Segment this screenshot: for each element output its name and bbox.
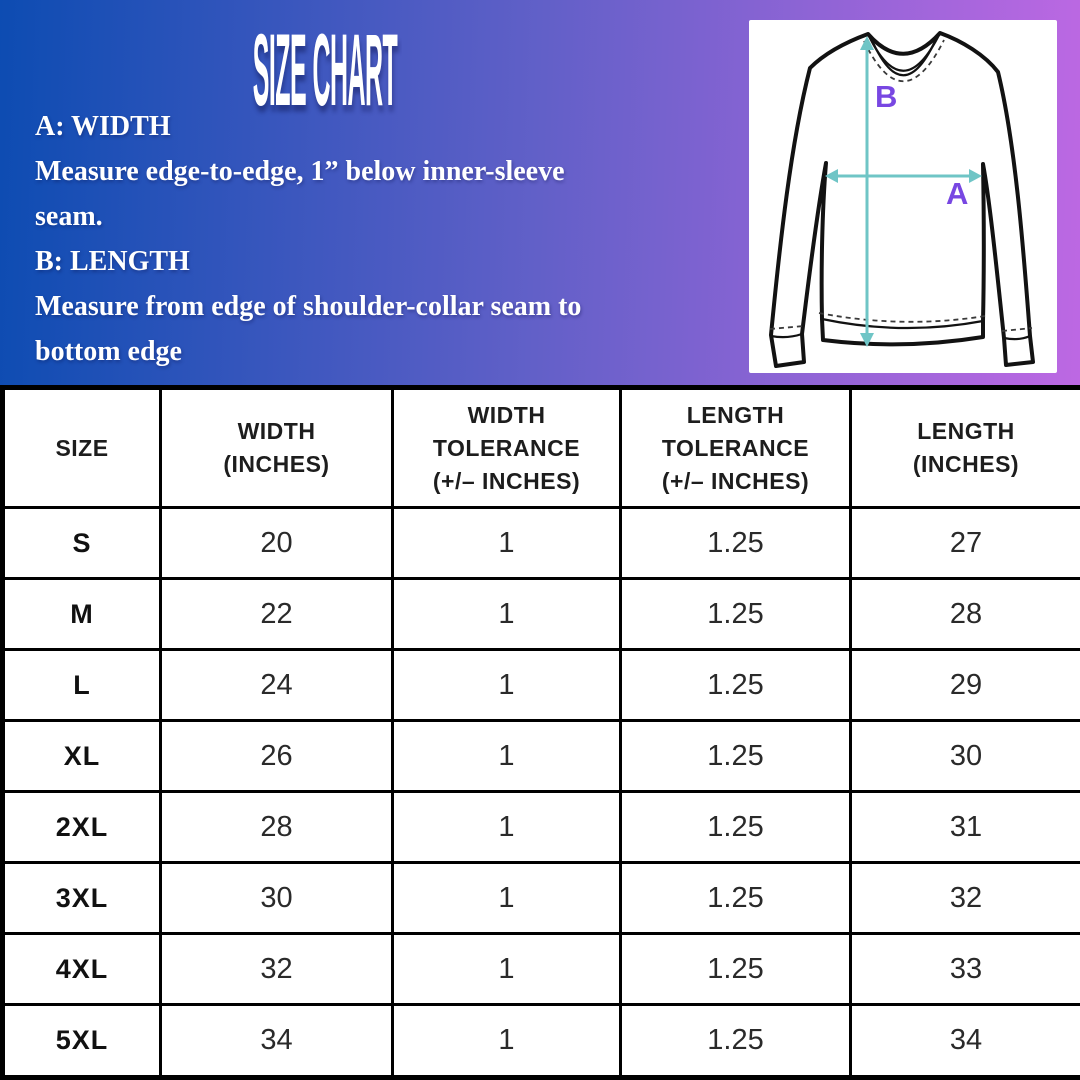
width-value: 30	[159, 861, 394, 935]
size-table: SIZE WIDTH (INCHES) WIDTH TOLERANCE (+/–…	[0, 385, 1080, 1080]
column-header-width-tolerance: WIDTH TOLERANCE (+/– INCHES)	[391, 386, 622, 509]
instruction-line-width-1: Measure edge-to-edge, 1” below inner-sle…	[35, 156, 565, 187]
length-tolerance-value: 1.25	[619, 648, 852, 722]
length-tolerance-value: 1.25	[619, 790, 852, 864]
width-arrow-a-left-head	[825, 169, 838, 183]
measurement-instructions: A: WIDTH Measure edge-to-edge, 1” below …	[35, 104, 725, 374]
width-tolerance-value: 1	[391, 932, 622, 1006]
length-value: 32	[849, 861, 1080, 935]
instruction-line-length-2: bottom edge	[35, 336, 182, 367]
size-label: M	[1, 577, 162, 651]
width-value: 24	[159, 648, 394, 722]
hero-banner: SIZE CHART A: WIDTH Measure edge-to-edge…	[0, 0, 1080, 389]
collar-band-line-2	[869, 36, 939, 77]
sweatshirt-outline	[769, 31, 1035, 368]
instruction-line-length-1: Measure from edge of shoulder-collar sea…	[35, 291, 582, 322]
table-row-xl: XL 26 1 1.25 30	[1, 719, 1080, 793]
length-arrow-b-top-head	[860, 36, 874, 50]
column-header-length-tolerance: LENGTH TOLERANCE (+/– INCHES)	[619, 386, 852, 509]
length-tolerance-value: 1.25	[619, 719, 852, 793]
size-label: XL	[1, 719, 162, 793]
column-header-width: WIDTH (INCHES)	[159, 386, 394, 509]
table-row-s: S 20 1 1.25 27	[1, 506, 1080, 580]
width-value: 22	[159, 577, 394, 651]
sweatshirt-illustration: B A	[769, 31, 1035, 368]
table-row-3xl: 3XL 30 1 1.25 32	[1, 861, 1080, 935]
width-tolerance-value: 1	[391, 719, 622, 793]
length-value: 34	[849, 1003, 1080, 1079]
left-cuff-stitch	[769, 325, 805, 330]
instruction-line-b-heading: B: LENGTH	[35, 246, 190, 277]
size-label: 4XL	[1, 932, 162, 1006]
width-tolerance-value: 1	[391, 506, 622, 580]
size-label: 3XL	[1, 861, 162, 935]
length-value: 28	[849, 577, 1080, 651]
hem-band-line	[821, 317, 984, 330]
width-tolerance-value: 1	[391, 1003, 622, 1079]
table-row-5xl: 5XL 34 1 1.25 34	[1, 1003, 1080, 1079]
size-label: 5XL	[1, 1003, 162, 1079]
length-tolerance-value: 1.25	[619, 861, 852, 935]
collar-stitch-line	[863, 39, 945, 82]
length-value: 27	[849, 506, 1080, 580]
page-title-text: SIZE CHART	[252, 16, 398, 129]
instruction-line-width-2: seam.	[35, 201, 103, 232]
width-tolerance-value: 1	[391, 790, 622, 864]
garment-diagram: B A	[749, 20, 1057, 373]
width-value: 20	[159, 506, 394, 580]
length-tolerance-value: 1.25	[619, 577, 852, 651]
width-arrow-a-right-head	[969, 169, 982, 183]
size-label: L	[1, 648, 162, 722]
length-value: 30	[849, 719, 1080, 793]
table-row-l: L 24 1 1.25 29	[1, 648, 1080, 722]
table-header-row: SIZE WIDTH (INCHES) WIDTH TOLERANCE (+/–…	[1, 386, 1080, 509]
label-b-length: B	[875, 79, 897, 114]
right-cuff-line	[1003, 334, 1031, 341]
length-value: 29	[849, 648, 1080, 722]
width-tolerance-value: 1	[391, 648, 622, 722]
column-header-size: SIZE	[1, 386, 162, 509]
hem-stitch-line	[818, 312, 986, 323]
width-value: 28	[159, 790, 394, 864]
left-cuff-line	[770, 332, 803, 339]
size-label: S	[1, 506, 162, 580]
width-value: 34	[159, 1003, 394, 1079]
width-tolerance-value: 1	[391, 861, 622, 935]
table-row-m: M 22 1 1.25 28	[1, 577, 1080, 651]
length-tolerance-value: 1.25	[619, 506, 852, 580]
page-title: SIZE CHART	[245, 14, 405, 128]
width-value: 32	[159, 932, 394, 1006]
size-label: 2XL	[1, 790, 162, 864]
length-tolerance-value: 1.25	[619, 1003, 852, 1079]
label-a-width: A	[946, 176, 968, 211]
table-row-2xl: 2XL 28 1 1.25 31	[1, 790, 1080, 864]
width-value: 26	[159, 719, 394, 793]
length-value: 33	[849, 932, 1080, 1006]
length-value: 31	[849, 790, 1080, 864]
length-tolerance-value: 1.25	[619, 932, 852, 1006]
width-tolerance-value: 1	[391, 577, 622, 651]
length-arrow-b-bottom-head	[860, 333, 874, 347]
instruction-line-a-heading: A: WIDTH	[35, 111, 171, 142]
column-header-length: LENGTH (INCHES)	[849, 386, 1080, 509]
table-row-4xl: 4XL 32 1 1.25 33	[1, 932, 1080, 1006]
